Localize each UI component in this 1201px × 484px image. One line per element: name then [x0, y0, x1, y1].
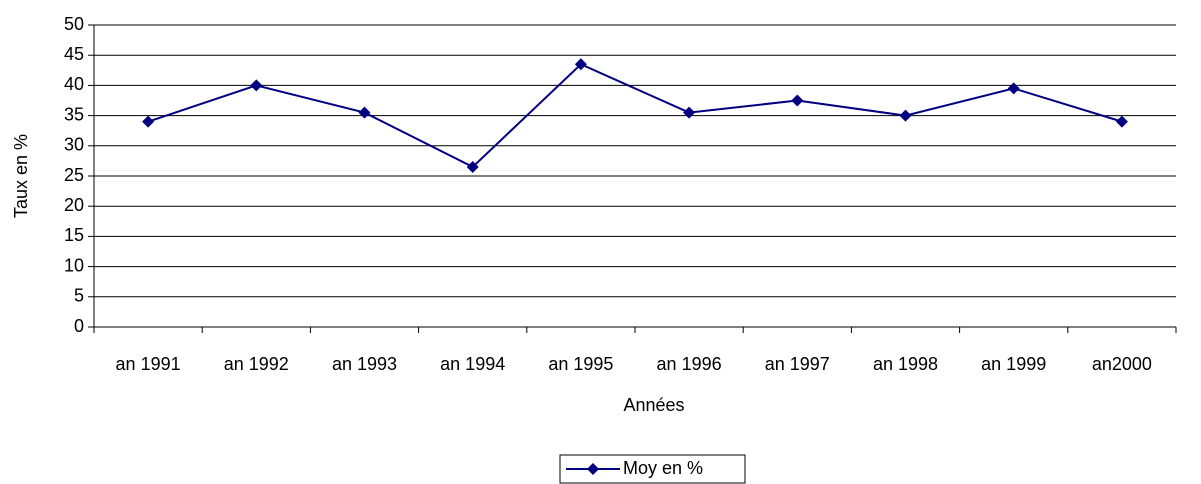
legend-label: Moy en % [623, 458, 703, 478]
x-tick-label: an 1993 [332, 354, 397, 374]
x-tick-label: an 1998 [873, 354, 938, 374]
x-tick-label: an 1996 [657, 354, 722, 374]
y-tick-label: 45 [64, 44, 84, 64]
data-point [899, 109, 912, 122]
x-tick-label: an 1991 [116, 354, 181, 374]
x-tick-label: an 1995 [548, 354, 613, 374]
data-point [791, 94, 804, 107]
series-line [147, 63, 1123, 169]
y-axis-label: Taux en % [11, 134, 31, 218]
y-tick-label: 5 [74, 286, 84, 306]
y-tick-label: 40 [64, 74, 84, 94]
data-point [1007, 82, 1020, 95]
data-point [250, 79, 263, 92]
x-tick-label: an2000 [1092, 354, 1152, 374]
data-point [683, 106, 696, 119]
x-tick-label: an 1992 [224, 354, 289, 374]
y-tick-label: 25 [64, 165, 84, 185]
data-point [142, 115, 155, 128]
data-point [466, 160, 479, 173]
data-point [574, 58, 587, 71]
y-tick-label: 0 [74, 316, 84, 336]
x-axis-label: Années [623, 395, 684, 415]
y-tick-label: 50 [64, 14, 84, 34]
x-tick-label: an 1999 [981, 354, 1046, 374]
data-point [358, 106, 371, 119]
y-tick-label: 10 [64, 255, 84, 275]
legend-marker [587, 463, 599, 475]
data-point [1115, 115, 1128, 128]
x-tick-label: an 1997 [765, 354, 830, 374]
y-tick-label: 15 [64, 225, 84, 245]
y-tick-label: 30 [64, 135, 84, 155]
y-tick-label: 20 [64, 195, 84, 215]
x-tick-label: an 1994 [440, 354, 505, 374]
y-tick-label: 35 [64, 104, 84, 124]
